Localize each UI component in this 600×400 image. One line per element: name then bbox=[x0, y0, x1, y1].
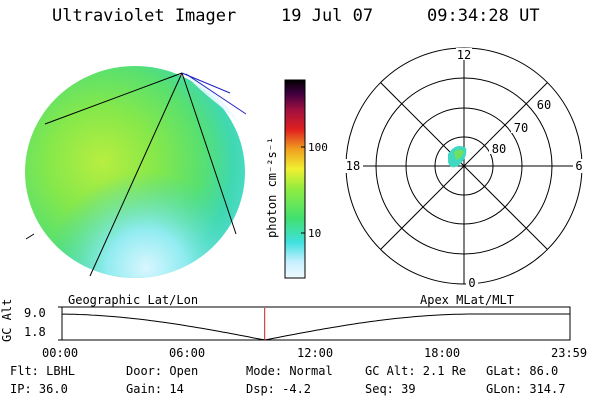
info-seq: Seq: 39 bbox=[365, 382, 416, 396]
earth-disk bbox=[25, 66, 245, 278]
info-dsp: Dsp: -4.2 bbox=[246, 382, 312, 396]
colorbar-label: photon cm⁻²s⁻¹ bbox=[265, 137, 279, 238]
timeline-ymax: 9.0 bbox=[24, 306, 46, 320]
colorbar: 100 10 photon cm⁻²s⁻¹ bbox=[265, 79, 328, 279]
info-gain: Gain: 14 bbox=[126, 382, 184, 396]
lat-label-80: 80 bbox=[492, 142, 506, 156]
date-label: 19 Jul 07 bbox=[281, 6, 374, 26]
altitude-curve bbox=[62, 313, 570, 341]
mlt-label-0: 0 bbox=[468, 276, 475, 289]
earth-image bbox=[25, 66, 247, 278]
timeline-ymin: 1.8 bbox=[24, 325, 46, 339]
mlt-label-18: 18 bbox=[346, 159, 360, 173]
timeline-right-title: Apex MLat/MLT bbox=[420, 293, 514, 307]
colorbar-tick-100: 100 bbox=[308, 141, 328, 154]
info-mode: Mode: Normal bbox=[246, 364, 333, 378]
time-label: 09:34:28 UT bbox=[427, 6, 540, 26]
info-gc-alt: GC Alt: 2.1 Re bbox=[365, 364, 467, 378]
x-tick-2: 12:00 bbox=[297, 346, 334, 360]
info-ip: IP: 36.0 bbox=[10, 382, 68, 396]
terminator-lines bbox=[25, 72, 237, 277]
info-glon: GLon: 314.7 bbox=[486, 382, 566, 396]
mlt-label-6: 6 bbox=[575, 159, 582, 173]
info-glat: GLat: 86.0 bbox=[486, 364, 559, 378]
info-flt: Flt: LBHL bbox=[10, 364, 76, 378]
x-tick-3: 18:00 bbox=[424, 346, 461, 360]
polar-plot: 12 18 6 0 60 70 80 bbox=[343, 47, 585, 289]
mlt-label-12: 12 bbox=[457, 48, 471, 62]
colorbar-tick-10: 10 bbox=[308, 227, 321, 240]
auroral-spot bbox=[448, 146, 467, 168]
altitude-timeline bbox=[58, 306, 571, 341]
x-tick-0: 00:00 bbox=[42, 346, 79, 360]
lat-label-60: 60 bbox=[537, 98, 551, 112]
timeline-frame bbox=[61, 306, 571, 341]
sun-direction-lines bbox=[181, 72, 247, 115]
colorbar-scale bbox=[284, 79, 306, 279]
timeline-left-title: Geographic Lat/Lon bbox=[68, 293, 199, 307]
info-door: Door: Open bbox=[126, 364, 199, 378]
x-tick-4: 23:59 bbox=[551, 346, 588, 360]
app-title: Ultraviolet Imager bbox=[52, 6, 237, 26]
x-tick-1: 06:00 bbox=[169, 346, 206, 360]
lat-label-70: 70 bbox=[514, 121, 528, 135]
